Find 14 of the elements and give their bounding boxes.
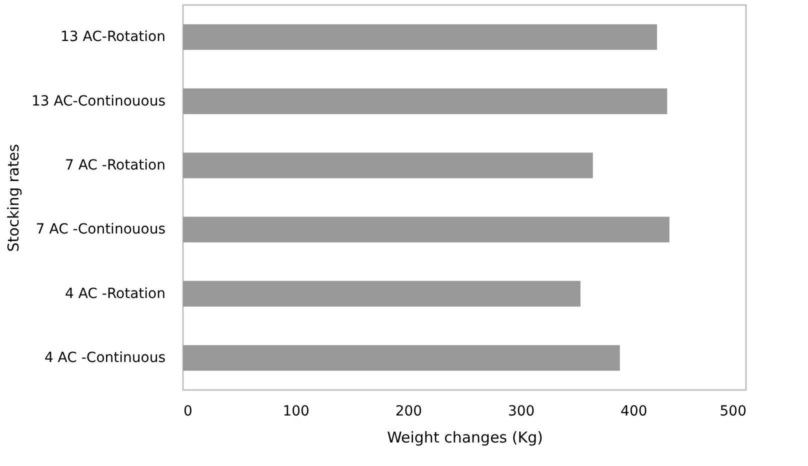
y-tick-label: 4 AC -Rotation — [64, 286, 166, 302]
x-tick-label: 400 — [620, 404, 648, 420]
x-tick-label: 0 — [184, 404, 192, 420]
y-tick-label: 7 AC -Rotation — [64, 157, 166, 174]
x-tick-label: 200 — [395, 404, 422, 420]
y-tick-label: 7 AC -Continouous — [36, 222, 166, 238]
y-tick-label: 13 AC-Rotation — [60, 29, 166, 46]
x-axis-title: Weight changes (Kg) — [387, 428, 543, 446]
x-tick-label: 100 — [282, 404, 310, 420]
y-tick-label: 4 AC -Continuous — [44, 350, 166, 366]
y-tick-label: 13 AC-Continouous — [31, 93, 166, 110]
x-tick-label: 300 — [508, 404, 535, 420]
x-tick-label: 500 — [720, 404, 746, 420]
y-axis-title: Stocking rates — [4, 144, 22, 252]
